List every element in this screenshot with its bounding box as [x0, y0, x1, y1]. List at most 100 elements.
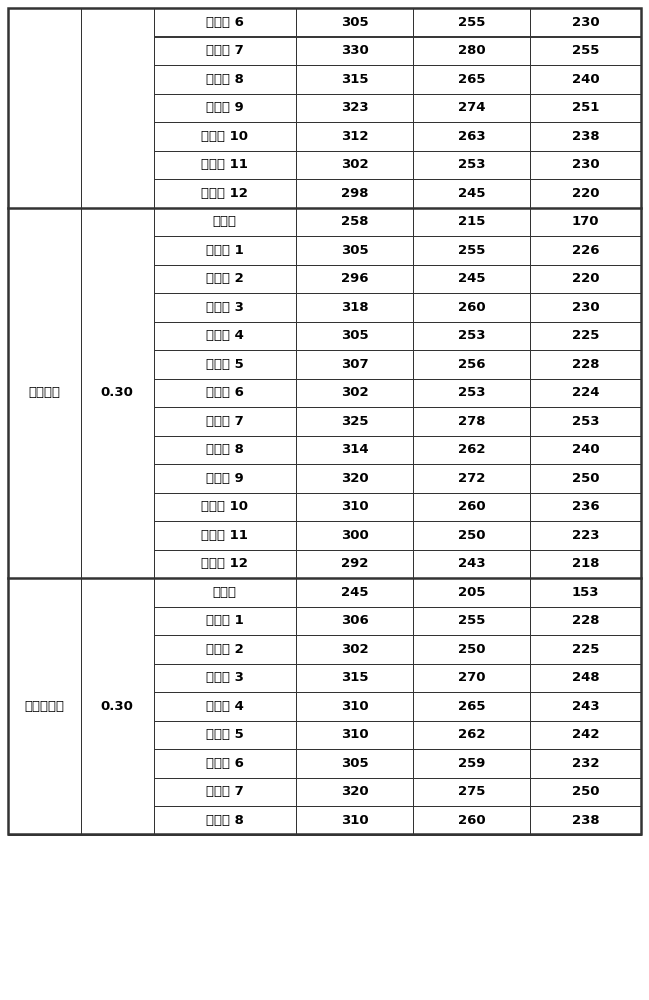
Bar [530, 606, 641, 635]
Bar [296, 720, 413, 749]
Bar [154, 236, 296, 264]
Bar [296, 664, 413, 692]
Bar [154, 493, 296, 521]
Text: 245: 245 [341, 586, 369, 599]
Text: 260: 260 [458, 301, 485, 314]
Bar [8, 8, 641, 834]
Text: 263: 263 [458, 130, 485, 143]
Text: 250: 250 [572, 785, 600, 798]
Bar [413, 151, 530, 179]
Text: 296: 296 [341, 272, 369, 285]
Bar [154, 806, 296, 834]
Bar [296, 122, 413, 151]
Bar [413, 550, 530, 578]
Text: 236: 236 [572, 500, 600, 513]
Bar [530, 436, 641, 464]
Bar [154, 322, 296, 350]
Text: 305: 305 [341, 244, 369, 257]
Bar [154, 36, 296, 65]
Bar [296, 208, 413, 236]
Text: 实施例 7: 实施例 7 [206, 415, 243, 428]
Text: 比较例: 比较例 [213, 215, 237, 228]
Text: 310: 310 [341, 728, 369, 741]
Text: 215: 215 [458, 215, 485, 228]
Bar [154, 122, 296, 151]
Text: 302: 302 [341, 643, 369, 656]
Text: 298: 298 [341, 187, 369, 200]
Bar [296, 749, 413, 778]
Bar [296, 8, 413, 36]
Bar [530, 208, 641, 236]
Bar [296, 493, 413, 521]
Text: 实施例 5: 实施例 5 [206, 358, 243, 371]
Text: 255: 255 [572, 44, 599, 57]
Bar [296, 236, 413, 264]
Text: 259: 259 [458, 757, 485, 770]
Text: 230: 230 [572, 16, 600, 29]
Text: 实施例 6: 实施例 6 [206, 386, 244, 399]
Text: 306: 306 [341, 614, 369, 627]
Text: 实施例 8: 实施例 8 [206, 814, 244, 827]
Bar [413, 379, 530, 407]
Text: 305: 305 [341, 329, 369, 342]
Bar [154, 208, 296, 236]
Bar [413, 664, 530, 692]
Text: 315: 315 [341, 671, 369, 684]
Bar [8, 208, 80, 578]
Bar [530, 635, 641, 664]
Bar [296, 36, 413, 65]
Text: 实施例 11: 实施例 11 [201, 158, 248, 171]
Bar [8, 8, 80, 208]
Bar [530, 464, 641, 493]
Text: 170: 170 [572, 215, 600, 228]
Bar [296, 436, 413, 464]
Bar [413, 635, 530, 664]
Bar [296, 606, 413, 635]
Bar [296, 407, 413, 436]
Text: 220: 220 [572, 187, 600, 200]
Bar [413, 94, 530, 122]
Bar [530, 179, 641, 208]
Bar [296, 379, 413, 407]
Text: 226: 226 [572, 244, 600, 257]
Text: 实施例 10: 实施例 10 [201, 130, 249, 143]
Text: 实施例 7: 实施例 7 [206, 44, 243, 57]
Bar [296, 151, 413, 179]
Text: 238: 238 [572, 814, 600, 827]
Bar [296, 521, 413, 550]
Bar [413, 65, 530, 94]
Bar [296, 778, 413, 806]
Bar [530, 65, 641, 94]
Text: 实施例 2: 实施例 2 [206, 272, 243, 285]
Bar [530, 664, 641, 692]
Text: 255: 255 [458, 16, 485, 29]
Text: 实施例 12: 实施例 12 [201, 557, 248, 570]
Text: 225: 225 [572, 643, 599, 656]
Text: 265: 265 [458, 73, 485, 86]
Bar [530, 350, 641, 379]
Bar [413, 806, 530, 834]
Bar [154, 550, 296, 578]
Bar [154, 464, 296, 493]
Bar [530, 36, 641, 65]
Text: 310: 310 [341, 700, 369, 713]
Text: 实施例 9: 实施例 9 [206, 472, 243, 485]
Bar [413, 36, 530, 65]
Text: 实施例 10: 实施例 10 [201, 500, 249, 513]
Text: 228: 228 [572, 358, 600, 371]
Text: 245: 245 [458, 272, 485, 285]
Text: 230: 230 [572, 158, 600, 171]
Bar [413, 293, 530, 322]
Bar [296, 65, 413, 94]
Text: 310: 310 [341, 500, 369, 513]
Bar [530, 94, 641, 122]
Text: 实施例 6: 实施例 6 [206, 16, 244, 29]
Bar [154, 778, 296, 806]
Text: 0.30: 0.30 [101, 386, 134, 399]
Bar [413, 322, 530, 350]
Bar [530, 778, 641, 806]
Text: 325: 325 [341, 415, 369, 428]
Text: 310: 310 [341, 814, 369, 827]
Text: 实施例 3: 实施例 3 [206, 671, 244, 684]
Text: 270: 270 [458, 671, 485, 684]
